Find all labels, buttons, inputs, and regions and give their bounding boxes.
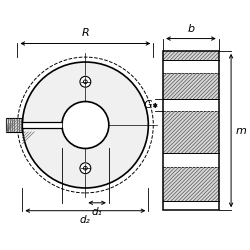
Text: G: G [144, 100, 152, 110]
Text: b: b [188, 24, 194, 34]
Text: d₁: d₁ [92, 206, 102, 216]
Bar [163, 51, 219, 60]
Bar [163, 167, 219, 202]
Bar [23, 122, 62, 128]
Bar [163, 73, 219, 100]
Bar [6, 118, 22, 132]
Circle shape [62, 102, 109, 148]
Bar [163, 51, 219, 210]
Bar [163, 112, 219, 153]
Circle shape [79, 162, 92, 174]
Text: R: R [82, 28, 89, 38]
Circle shape [22, 62, 148, 188]
Bar [163, 51, 219, 210]
Text: m: m [236, 126, 246, 136]
Circle shape [79, 76, 92, 88]
Text: d₂: d₂ [80, 215, 91, 225]
